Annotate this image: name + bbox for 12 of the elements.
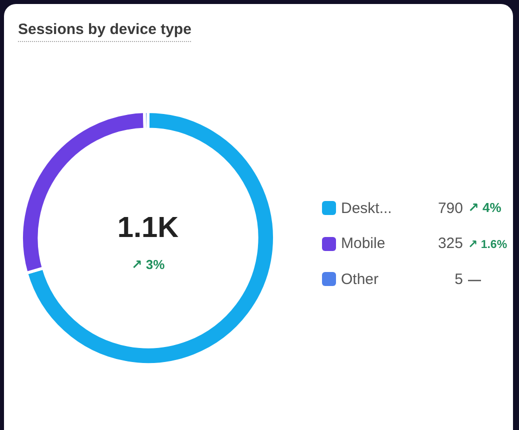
chart-title: Sessions by device type bbox=[18, 21, 192, 42]
text: ↗ 4% bbox=[468, 200, 502, 216]
text: ↗ 1.6% bbox=[468, 238, 508, 250]
legend-label: Deskt... bbox=[341, 200, 393, 216]
text: — bbox=[468, 272, 481, 286]
data-label: 790 bbox=[436, 200, 463, 216]
legend-label: Other bbox=[341, 270, 380, 288]
data-label: 5 bbox=[454, 270, 463, 288]
text: 1.1K bbox=[116, 212, 180, 245]
data-label: 325 bbox=[436, 235, 463, 252]
text: ↗ 3% bbox=[130, 257, 166, 273]
legend-label: Mobile bbox=[341, 235, 386, 252]
